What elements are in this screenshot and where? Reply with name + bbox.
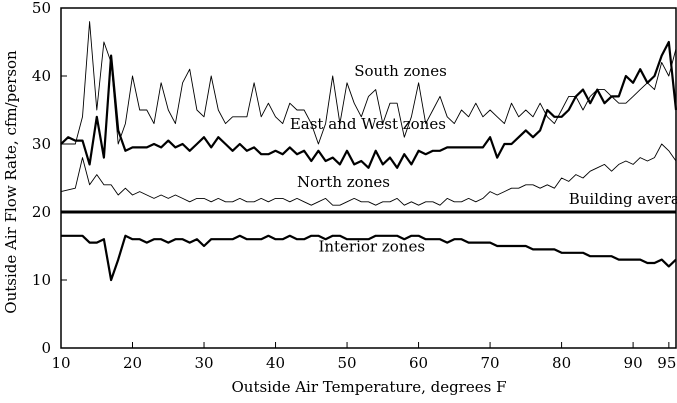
annotation-group: South zones East and West zones North zone… (290, 62, 677, 255)
x-tick-label: 60 (409, 354, 428, 372)
series-label-north-zones: North zones (297, 173, 390, 191)
y-axis-title: Outside Air Flow Rate, cfm/person (2, 50, 20, 314)
x-tick-label: 70 (481, 354, 500, 372)
x-tick-label: 90 (624, 354, 643, 372)
x-tick-label: 40 (266, 354, 285, 372)
plot-area (60, 7, 677, 349)
x-tick-label: 95 (657, 354, 676, 372)
y-tick-label: 10 (32, 271, 51, 289)
x-tick-label: 30 (194, 354, 213, 372)
series-line-east-and-west-zones (60, 40, 677, 169)
x-tick-label: 50 (337, 354, 356, 372)
series-label-south-zones: South zones (354, 62, 447, 80)
y-tick-label: 20 (32, 203, 51, 221)
x-axis-title: Outside Air Temperature, degrees F (232, 378, 507, 396)
x-tick-label: 10 (51, 354, 70, 372)
y-tick-label: 50 (32, 0, 51, 17)
y-tick-label: 0 (41, 339, 51, 357)
y-tick-label: 30 (32, 135, 51, 153)
series-label-building-average: Building average (569, 190, 677, 208)
series-group (60, 21, 677, 282)
series-line-interior-zones (61, 234, 677, 282)
plot-frame (60, 7, 677, 349)
series-label-east-and-west-zones: East and West zones (290, 115, 446, 133)
y-tick-label: 40 (32, 67, 51, 85)
x-tick-label: 80 (552, 354, 571, 372)
x-tick-label: 20 (123, 354, 142, 372)
series-label-interior-zones: Interior zones (318, 237, 425, 255)
series-line-north-zones (60, 143, 677, 206)
